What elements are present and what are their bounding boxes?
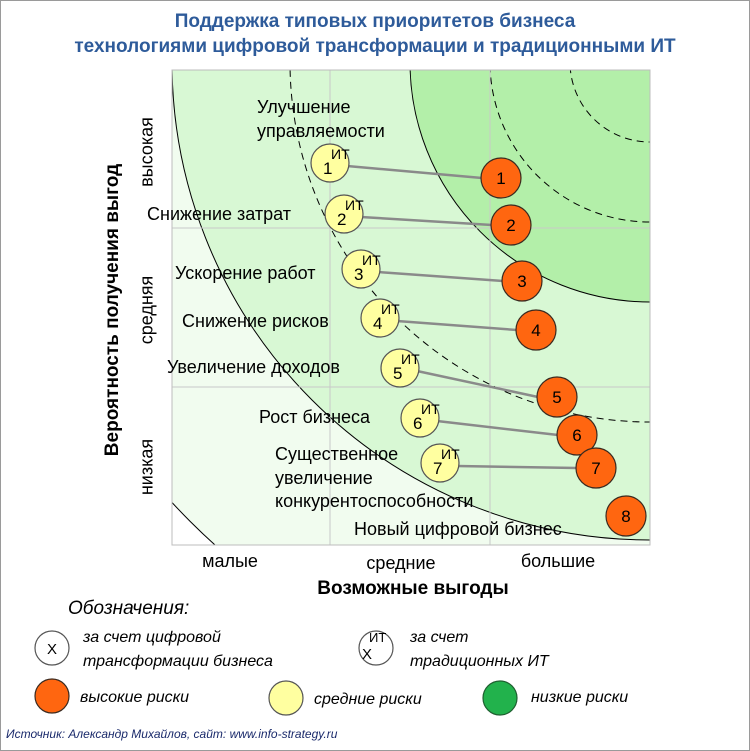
priority-label: Улучшение (257, 97, 351, 117)
x-level-medium: средние (366, 553, 436, 573)
priority-label: Увеличение доходов (167, 357, 340, 377)
y-level-low: низкая (136, 438, 157, 496)
legend-digital-symbol-text: X (47, 641, 57, 658)
y-level-medium: средняя (136, 275, 157, 345)
digital-marker-number: 6 (572, 426, 581, 445)
it-marker-tag: ИТ (401, 351, 420, 367)
priority-8: Новый цифровой бизнес 8 (354, 495, 647, 539)
legend-it-symbol (358, 630, 394, 666)
it-marker (380, 348, 420, 388)
legend-it-line-2: традиционных ИТ (410, 653, 549, 670)
it-marker-tag: ИТ (421, 401, 440, 417)
it-marker-tag: ИТ (362, 252, 381, 268)
y-level-high: высокая (136, 117, 157, 187)
legend-digital-line-1: за счет цифровой (83, 629, 221, 646)
priority-label: управляемости (257, 121, 385, 141)
x-level-small: малые (202, 551, 258, 571)
it-marker-number: 3 (354, 265, 363, 284)
legend-high-risk-swatch (34, 678, 70, 714)
it-marker-number: 1 (323, 159, 332, 178)
digital-marker (490, 204, 532, 246)
it-marker (420, 443, 460, 483)
digital-marker (556, 414, 598, 456)
connector-line (396, 319, 518, 332)
source-note: Источник: Александр Михайлов, сайт: www.… (6, 727, 338, 741)
legend-it-label: за счет традиционных ИТ (410, 626, 549, 674)
connector-line (436, 419, 559, 437)
digital-marker-number: 2 (506, 216, 515, 235)
it-marker-tag: ИТ (441, 446, 460, 462)
it-marker (400, 398, 440, 438)
x-axis-title: Возможные выгоды (317, 578, 509, 599)
digital-marker-number: 3 (517, 272, 526, 291)
digital-marker (536, 376, 578, 418)
legend-it-symbol-text: X (362, 646, 372, 663)
legend-it-line-1: за счет (410, 629, 469, 646)
legend-low-risk-label: низкие риски (531, 689, 629, 706)
digital-marker-number: 7 (591, 459, 600, 478)
zones-group (172, 70, 650, 545)
priority-label: Рост бизнеса (259, 407, 371, 427)
it-marker (341, 249, 381, 289)
priority-7: Существенное увеличение конкурентоспособно… (275, 443, 617, 511)
legend-digital-line-2: трансформации бизнеса (83, 653, 273, 670)
connector-line (377, 270, 504, 283)
y-axis-title: Вероятность получения выгод (102, 163, 123, 457)
plot-border (171, 69, 651, 546)
digital-marker (515, 309, 557, 351)
it-marker (310, 143, 350, 183)
legend-medium-risk-label: средние риски (314, 691, 422, 708)
title-line-1: Поддержка типовых приоритетов бизнеса (174, 11, 576, 32)
it-marker (360, 298, 400, 338)
priority-label: Снижение рисков (182, 311, 329, 331)
legend-title: Обозначения: (68, 598, 190, 619)
priority-label: Ускорение работ (175, 263, 316, 283)
digital-marker-number: 4 (531, 321, 540, 340)
legend-it-symbol-tag: ИТ (369, 630, 386, 645)
zone-medium (409, 70, 650, 303)
legend-digital-label: за счет цифровой трансформации бизнеса (83, 626, 273, 674)
it-marker-tag: ИТ (331, 146, 350, 162)
it-marker-number: 2 (337, 210, 346, 229)
connector-line (416, 369, 539, 399)
priority-label: Новый цифровой бизнес (354, 519, 562, 539)
digital-marker-number: 5 (552, 388, 561, 407)
it-marker-number: 4 (373, 314, 382, 333)
digital-marker (480, 157, 522, 199)
priority-label: конкурентоспособности (275, 491, 473, 511)
connector-line (346, 164, 483, 180)
it-marker-number: 5 (393, 364, 402, 383)
priority-label: Снижение затрат (147, 204, 291, 224)
digital-marker-number: 8 (621, 507, 630, 526)
it-marker (324, 194, 364, 234)
it-marker-number: 6 (413, 414, 422, 433)
digital-marker-number: 1 (496, 169, 505, 188)
priority-label: увеличение (275, 468, 373, 488)
it-marker-number: 7 (433, 459, 442, 478)
legend-low-risk-swatch (482, 680, 518, 716)
legend-high-risk-label: высокие риски (80, 689, 190, 706)
title-line-2: технологиями цифровой трансформации и тр… (74, 36, 676, 57)
digital-marker (605, 495, 647, 537)
digital-marker (575, 447, 617, 489)
legend-medium-risk-swatch (268, 680, 304, 716)
connector-line (456, 464, 578, 470)
legend-digital-symbol (34, 630, 70, 666)
connector-line (360, 215, 493, 227)
it-marker-tag: ИТ (381, 301, 400, 317)
digital-marker (501, 260, 543, 302)
it-marker-tag: ИТ (345, 197, 364, 213)
priority-label: Существенное (275, 444, 398, 464)
x-level-large: большие (520, 551, 596, 571)
